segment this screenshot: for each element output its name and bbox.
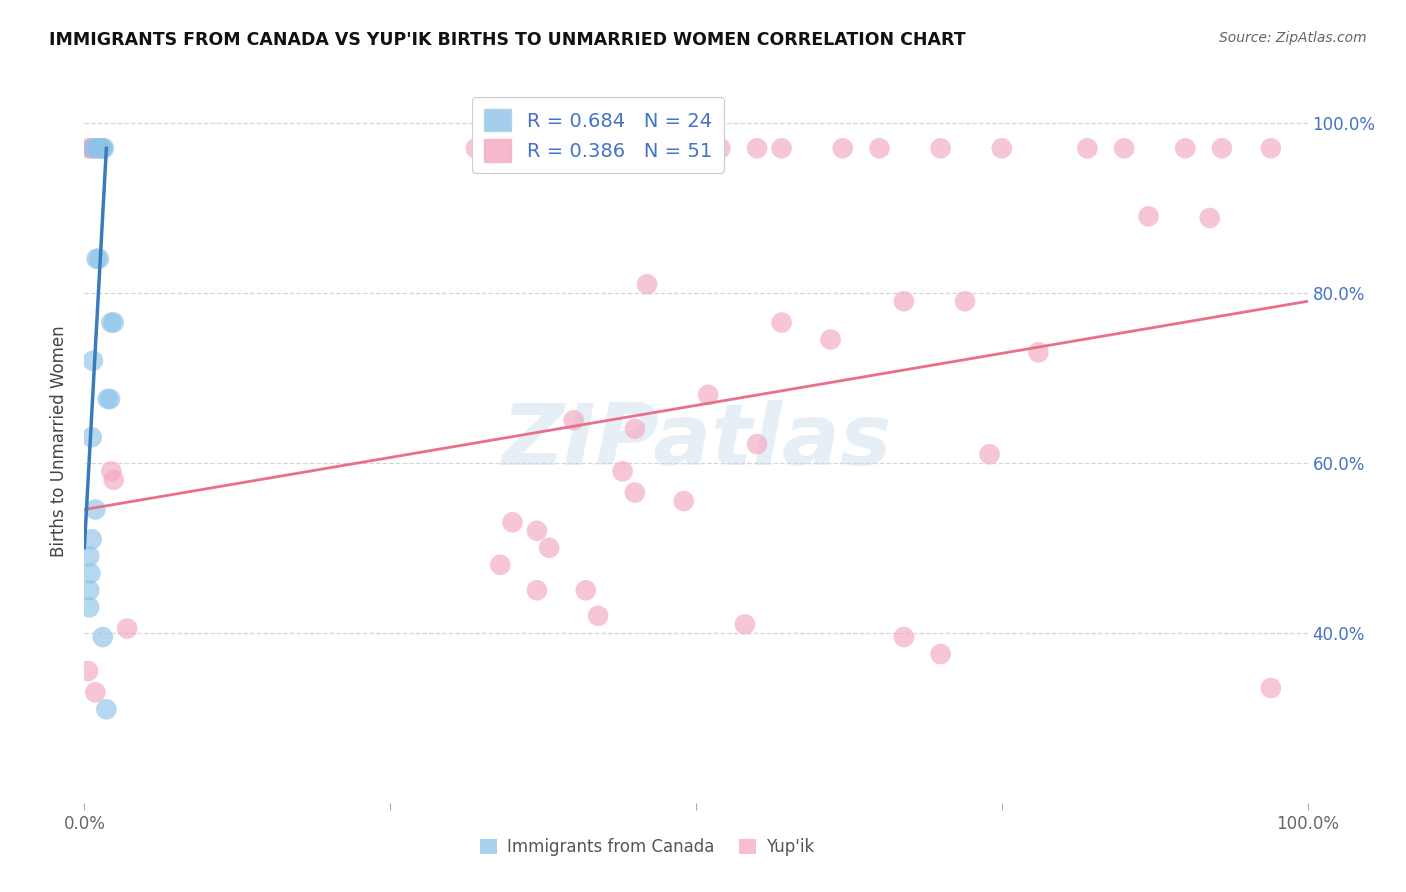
Point (697, 388, 720, 402)
Point (86, 141, 108, 155)
Point (562, 413, 585, 427)
Point (538, 541, 561, 555)
Point (489, 558, 512, 572)
Point (624, 422, 647, 436)
Point (100, 316, 122, 330)
Point (709, 141, 731, 155)
Point (893, 630, 915, 644)
Point (464, 141, 486, 155)
Point (612, 464, 634, 478)
Point (80, 430, 103, 444)
Point (79, 566, 101, 581)
Point (90, 141, 112, 155)
Point (82, 353, 104, 368)
Point (89, 141, 111, 155)
Point (91, 630, 114, 644)
Point (91, 141, 114, 155)
Point (1260, 681, 1282, 695)
Point (115, 622, 138, 636)
Point (502, 516, 524, 530)
Point (80, 141, 103, 155)
Point (929, 647, 952, 661)
Point (747, 141, 769, 155)
Point (991, 141, 1014, 155)
Y-axis label: Births to Unmarried Women: Births to Unmarried Women (51, 326, 69, 558)
Point (93, 141, 115, 155)
Point (82, 141, 104, 155)
Point (1137, 209, 1160, 223)
Point (929, 141, 952, 155)
Point (77, 141, 100, 155)
Point (953, 294, 976, 309)
Point (87, 252, 110, 266)
Text: IMMIGRANTS FROM CANADA VS YUP'IK BIRTHS TO UNMARRIED WOMEN CORRELATION CHART: IMMIGRANTS FROM CANADA VS YUP'IK BIRTHS … (49, 31, 966, 49)
Point (1114, 141, 1136, 155)
Point (526, 524, 548, 538)
Text: Source: ZipAtlas.com: Source: ZipAtlas.com (1219, 31, 1367, 45)
Point (77, 549, 100, 564)
Point (893, 294, 915, 309)
Point (86, 252, 108, 266)
Point (747, 437, 769, 451)
Point (869, 141, 891, 155)
Point (96, 702, 118, 716)
Point (98, 392, 121, 406)
Point (103, 473, 125, 487)
Text: ZIPatlas: ZIPatlas (501, 400, 891, 483)
Point (831, 141, 853, 155)
Point (770, 316, 793, 330)
Point (83, 141, 105, 155)
Point (1076, 141, 1098, 155)
Point (770, 141, 793, 155)
Point (575, 583, 598, 598)
Point (100, 464, 122, 478)
Point (612, 141, 634, 155)
Point (77, 583, 100, 598)
Point (586, 608, 609, 623)
Point (672, 494, 695, 508)
Point (1211, 141, 1233, 155)
Point (84, 685, 107, 699)
Point (1174, 141, 1197, 155)
Point (636, 277, 658, 292)
Point (103, 316, 125, 330)
Point (685, 141, 707, 155)
Point (87, 141, 110, 155)
Point (820, 333, 842, 347)
Point (77, 664, 100, 678)
Point (97, 392, 120, 406)
Point (1028, 345, 1050, 359)
Point (979, 447, 1001, 461)
Point (77, 600, 100, 615)
Point (80, 533, 103, 547)
Point (84, 502, 107, 516)
Point (1260, 141, 1282, 155)
Point (1198, 211, 1220, 225)
Legend: Immigrants from Canada, Yup'ik: Immigrants from Canada, Yup'ik (474, 831, 821, 863)
Point (734, 617, 756, 632)
Point (624, 485, 647, 500)
Point (526, 583, 548, 598)
